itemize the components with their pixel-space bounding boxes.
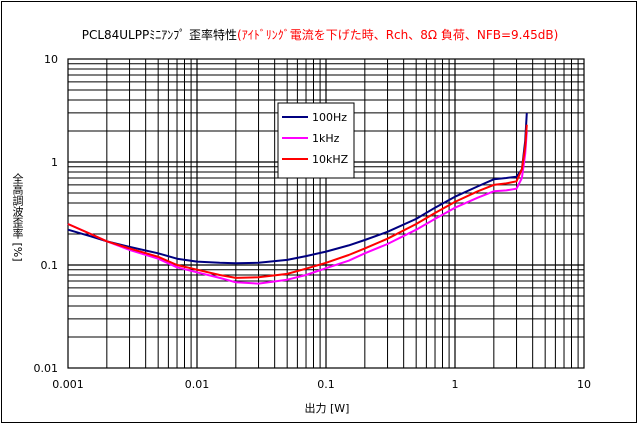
chart-title: PCL84ULPPﾐﾆｱﾝﾌﾟ 歪率特性(ｱｲﾄﾞﾘﾝｸﾞ電流を下げた時、Rch… <box>2 26 638 43</box>
legend-label: 1kHz <box>312 132 340 145</box>
chart-title-main: PCL84ULPPﾐﾆｱﾝﾌﾟ 歪率特性 <box>81 28 238 42</box>
y-tick-label: 10 <box>44 53 58 66</box>
y-tick-label: 0.1 <box>41 259 59 272</box>
series-line-100hz <box>67 112 528 265</box>
y-axis-label: 全高調波歪率 [%] <box>11 172 24 262</box>
series-line-10khz <box>67 124 528 279</box>
chart-title-note: (ｱｲﾄﾞﾘﾝｸﾞ電流を下げた時、Rch、8Ω 負荷、NFB=9.45dB) <box>237 28 559 42</box>
plot-border <box>67 58 585 369</box>
legend-label: 10kHZ <box>312 153 349 166</box>
y-tick-label: 1 <box>51 156 58 169</box>
series-line-1khz <box>67 130 528 285</box>
x-tick-label: 0.001 <box>52 378 84 391</box>
x-tick-label: 0.01 <box>185 378 210 391</box>
x-axis-label: 出力 [W] <box>304 402 350 415</box>
x-tick-label: 10 <box>577 378 591 391</box>
x-tick-label: 0.1 <box>317 378 335 391</box>
y-tick-label: 0.01 <box>34 362 59 375</box>
legend-box <box>277 102 355 179</box>
legend-label: 100Hz <box>312 111 347 124</box>
x-tick-label: 1 <box>452 378 459 391</box>
